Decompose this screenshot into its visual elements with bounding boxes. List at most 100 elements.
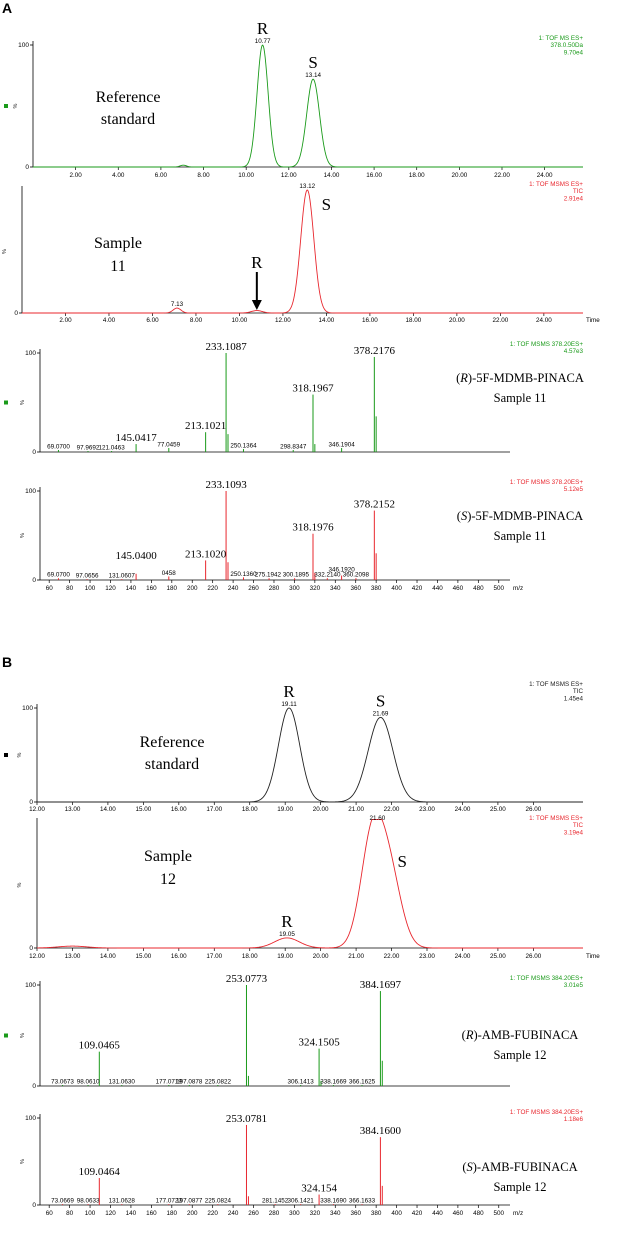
trace-label-line: 12 [160, 871, 176, 888]
retention-time-label: 13.12 [299, 183, 315, 190]
mz-label: 225.0822 [205, 1078, 232, 1085]
x-tick-label: 140 [126, 1210, 137, 1217]
x-tick-label: 20.00 [313, 953, 329, 960]
trace-label-line: Sample 11 [494, 391, 547, 405]
enantiomer-letter: S [397, 852, 406, 871]
mz-label: 346.1904 [328, 442, 355, 449]
x-tick-label: 14.00 [319, 317, 335, 324]
mz-label: 197.0878 [176, 1078, 203, 1085]
trace-label-line: (R)-AMB-FUBINACA [462, 1028, 579, 1042]
y-tick-label: 0 [29, 945, 33, 952]
x-tick-label: 10.00 [238, 172, 254, 179]
series-marker [4, 400, 8, 405]
x-tick-label: 120 [105, 1210, 116, 1217]
x-tick-label: 6.00 [155, 172, 168, 179]
mz-label: 384.1600 [360, 1125, 402, 1137]
mz-label: 73.0673 [51, 1078, 74, 1085]
x-tick-label: 380 [371, 585, 382, 592]
mz-label: 225.0824 [205, 1198, 232, 1205]
mz-label: 318.1967 [292, 383, 334, 395]
x-tick-label: 12.00 [281, 172, 297, 179]
y-tick-label: 0 [29, 799, 33, 806]
x-tick-label: 160 [146, 585, 157, 592]
x-tick-label: 16.00 [171, 953, 187, 960]
enantiomer-letter: R [283, 682, 295, 701]
x-tick-label: 21.00 [348, 806, 364, 813]
x-tick-label: 20.00 [449, 317, 465, 324]
x-tick-label: 22.00 [384, 806, 400, 813]
x-axis-label: Time [586, 317, 600, 324]
chart-header-line: 1.18e6 [564, 1116, 584, 1123]
x-axis-label: m/z [513, 585, 523, 592]
chart-header-line: 4.57e3 [564, 348, 584, 355]
mz-label: 98.0610 [77, 1078, 100, 1085]
mz-label: 131.0630 [109, 1078, 136, 1085]
mz-label: 131.0607 [109, 573, 136, 580]
x-tick-label: 25.00 [490, 806, 506, 813]
x-tick-label: 13.00 [65, 806, 81, 813]
x-tick-label: 460 [453, 1210, 464, 1217]
x-tick-label: 26.00 [525, 953, 541, 960]
mz-label: 318.1976 [292, 522, 334, 534]
mz-label: 233.1087 [205, 341, 247, 353]
x-tick-label: 480 [473, 1210, 484, 1217]
y-tick-label: 100 [22, 705, 33, 712]
trace-label-line: (R)-5F-MDMB-PINACA [456, 371, 584, 385]
chart-header-line: 1: TOF MSMS ES+ [529, 681, 583, 688]
x-tick-label: 60 [46, 585, 54, 592]
x-tick-label: 180 [167, 585, 178, 592]
x-tick-label: 2.00 [59, 317, 72, 324]
y-tick-label: 0 [32, 1083, 36, 1090]
x-tick-label: 25.00 [490, 953, 506, 960]
chart-4: 1: TOF MSMS 378.20ES+5.12e5 100 0% 60 80 100 1… [20, 479, 583, 592]
y-tick-label: 100 [18, 42, 29, 49]
chart-3: 1: TOF MSMS 378.20ES+4.57e3 100 0% 233.1087… [4, 341, 584, 456]
trace-label-line: standard [101, 111, 155, 128]
y-tick-label: 0 [32, 577, 36, 584]
panel-letter-b: B [2, 654, 12, 670]
mz-label: 97.0656 [76, 573, 99, 580]
x-tick-label: 18.00 [406, 317, 422, 324]
x-tick-label: 500 [494, 585, 505, 592]
x-tick-label: 18.00 [242, 806, 258, 813]
x-tick-label: 280 [269, 585, 280, 592]
mz-label: 338.1669 [320, 1078, 347, 1085]
x-tick-label: 360 [350, 1210, 361, 1217]
x-tick-label: 24.00 [537, 172, 553, 179]
mz-label: 324.154 [301, 1183, 337, 1195]
x-tick-label: 17.00 [206, 953, 222, 960]
x-tick-label: 160 [146, 1210, 157, 1217]
x-tick-label: 100 [85, 1210, 96, 1217]
x-tick-label: 12.00 [29, 806, 45, 813]
chart-header-line: 1: TOF MS ES+ [539, 35, 584, 42]
enantiomer-letter: S [376, 691, 385, 710]
x-tick-label: 320 [310, 585, 321, 592]
x-tick-label: 60 [46, 1210, 54, 1217]
retention-time-label: 19.05 [279, 931, 295, 938]
mz-label: 378.2176 [354, 345, 396, 357]
mz-label: 366.1633 [349, 1198, 376, 1205]
mz-label: 332.2140 [314, 572, 341, 579]
chart-header-line: 1.45e4 [564, 695, 584, 702]
y-axis-label: % [20, 533, 26, 538]
x-tick-label: 280 [269, 1210, 280, 1217]
trace-label-line: Sample [144, 848, 192, 865]
x-tick-label: 16.00 [362, 317, 378, 324]
mz-label: 213.1020 [185, 548, 227, 560]
mz-label: 281.1452 [262, 1198, 289, 1205]
mz-label: 250.1364 [230, 443, 257, 450]
mz-label: 177.0723 [156, 1198, 183, 1205]
x-tick-label: 15.00 [135, 806, 151, 813]
trace-label-line: Reference [96, 89, 161, 106]
arrow-head [251, 300, 262, 310]
mz-label: 98.0633 [77, 1198, 100, 1205]
x-tick-label: 22.00 [494, 172, 510, 179]
x-tick-label: 24.00 [455, 953, 471, 960]
x-tick-label: 240 [228, 1210, 239, 1217]
x-tick-label: 480 [473, 585, 484, 592]
y-axis-label: % [13, 103, 19, 108]
